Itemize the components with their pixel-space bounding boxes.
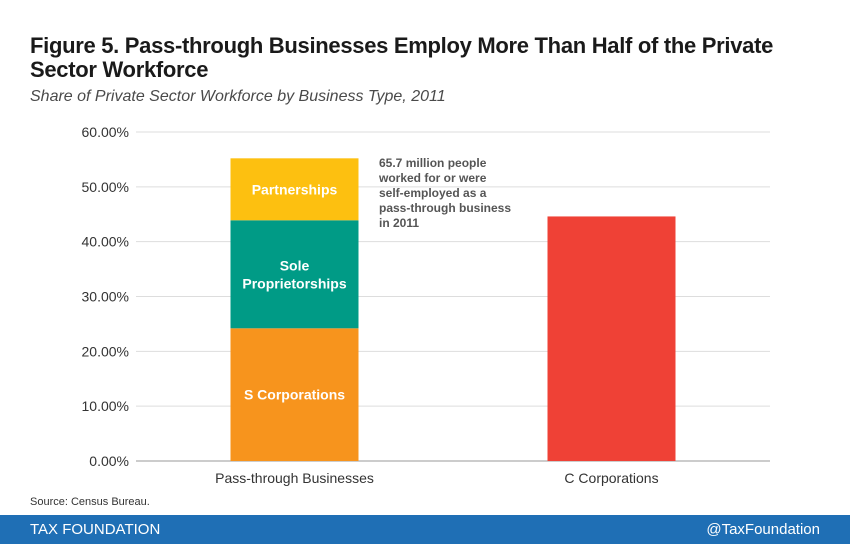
y-tick-label: 30.00%	[82, 289, 129, 305]
x-tick-label: Pass-through Businesses	[215, 470, 374, 486]
chart-title: Figure 5. Pass-through Businesses Employ…	[30, 33, 774, 82]
bar-chart: 0.00% 10.00% 20.00% 30.00% 40.00% 50.00% 60.00…	[82, 124, 770, 486]
y-tick-label: 50.00%	[82, 179, 129, 195]
segment-label: Sole Proprietorships	[242, 257, 346, 291]
y-tick-label: 0.00%	[89, 453, 129, 469]
y-tick-label: 10.00%	[82, 398, 129, 414]
y-tick-label: 20.00%	[82, 343, 129, 359]
footer-brand: TAX FOUNDATION	[30, 521, 161, 538]
chart-subtitle: Share of Private Sector Workforce by Bus…	[30, 88, 446, 105]
bar-segment	[230, 328, 359, 461]
bar-segment	[230, 220, 359, 329]
segment-label: S Corporations	[244, 387, 345, 403]
footer-handle: @TaxFoundation	[706, 521, 820, 538]
source-note: Source: Census Bureau.	[30, 496, 150, 508]
segment-label: Partnerships	[252, 181, 338, 197]
bar-segment	[230, 158, 359, 221]
chart-annotation: 65.7 million people worked for or were sel…	[378, 156, 511, 230]
y-tick-label: 60.00%	[82, 124, 129, 140]
x-tick-label: C Corporations	[564, 470, 658, 486]
footer-bar: TAX FOUNDATION @TaxFoundation	[0, 515, 850, 544]
y-tick-label: 40.00%	[82, 234, 129, 250]
bar-segment	[547, 216, 676, 461]
